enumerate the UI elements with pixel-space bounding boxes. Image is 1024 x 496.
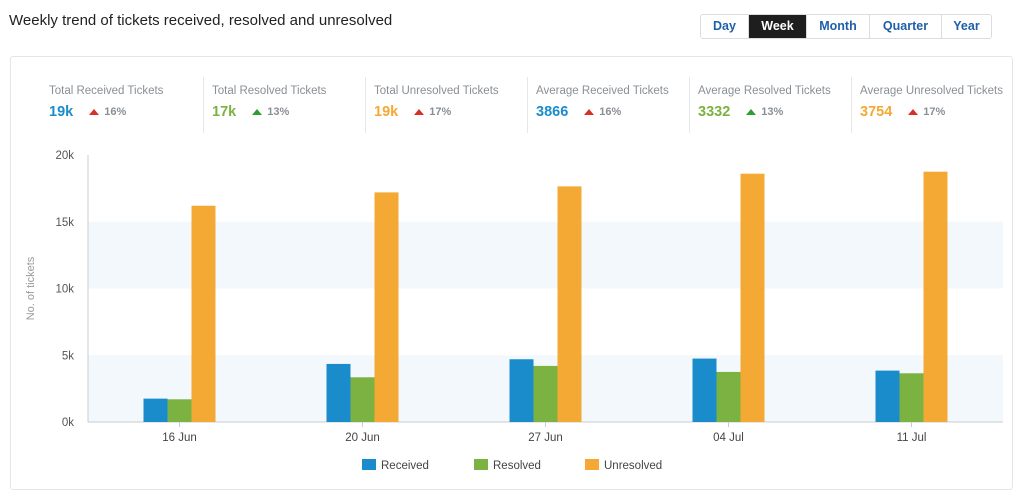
legend-label: Unresolved: [604, 460, 662, 472]
period-tabs: Day Week Month Quarter Year: [700, 14, 992, 39]
bar-received-2: [509, 359, 534, 422]
bar-unresolved-2: [557, 186, 582, 422]
tab-year[interactable]: Year: [941, 15, 991, 38]
x-tick-label: 04 Jul: [713, 432, 744, 444]
bar-resolved-0: [167, 399, 192, 422]
x-tick-label: 11 Jul: [897, 432, 927, 444]
bar-resolved-3: [716, 371, 741, 422]
grid-band: [88, 221, 1003, 289]
stat-total-unresolved: Total Unresolved Tickets 19k 17%: [365, 77, 527, 133]
trend-up-icon: [252, 109, 263, 115]
y-tick-label: 10k: [55, 284, 74, 296]
stat-value: 3866: [536, 104, 569, 120]
stat-change: 16%: [104, 106, 127, 118]
stat-value: 17k: [212, 104, 237, 120]
bar-unresolved-0: [191, 205, 216, 422]
x-tick-label: 27 Jun: [528, 432, 563, 444]
stats-row: Total Received Tickets 19k 16% Total Res…: [41, 77, 1011, 135]
stat-value: 3754: [860, 104, 893, 120]
x-tick-label: 20 Jun: [345, 432, 380, 444]
stat-label: Average Received Tickets: [536, 85, 669, 97]
y-tick-label: 5k: [62, 350, 74, 362]
legend-item-unresolved[interactable]: Unresolved: [585, 459, 662, 472]
tab-quarter[interactable]: Quarter: [869, 15, 941, 38]
stat-value: 3332: [698, 104, 731, 120]
bar-received-1: [326, 363, 351, 422]
tab-day[interactable]: Day: [701, 15, 748, 38]
trend-up-icon: [746, 109, 757, 115]
bar-resolved-4: [899, 373, 924, 422]
stat-change: 17%: [923, 106, 946, 118]
stat-average-unresolved: Average Unresolved Tickets 3754 17%: [851, 77, 1013, 133]
bar-resolved-2: [533, 365, 558, 422]
stat-average-resolved: Average Resolved Tickets 3332 13%: [689, 77, 851, 133]
legend-item-resolved[interactable]: Resolved: [474, 459, 541, 472]
legend-item-received[interactable]: Received: [362, 459, 429, 472]
legend-label: Resolved: [493, 460, 541, 472]
bar-received-0: [143, 398, 168, 422]
legend-swatch: [474, 459, 488, 470]
legend-label: Received: [381, 460, 429, 472]
trend-up-icon: [908, 109, 919, 115]
y-axis-label: No. of tickets: [25, 256, 37, 320]
y-tick-label: 15k: [55, 217, 74, 229]
stat-change: 13%: [267, 106, 290, 118]
stat-change: 16%: [599, 106, 622, 118]
y-tick-label: 20k: [55, 150, 74, 162]
stat-label: Average Resolved Tickets: [698, 85, 831, 97]
trend-up-icon: [414, 109, 425, 115]
stat-label: Total Unresolved Tickets: [374, 85, 499, 97]
legend-swatch: [585, 459, 599, 470]
tab-week[interactable]: Week: [748, 15, 806, 38]
bar-unresolved-3: [740, 173, 765, 422]
bar-unresolved-1: [374, 192, 399, 422]
bar-received-4: [875, 370, 900, 422]
stat-value: 19k: [374, 104, 399, 120]
stat-total-resolved: Total Resolved Tickets 17k 13%: [203, 77, 365, 133]
bar-resolved-1: [350, 377, 375, 422]
stat-label: Average Unresolved Tickets: [860, 85, 1003, 97]
tab-month[interactable]: Month: [806, 15, 869, 38]
legend-swatch: [362, 459, 376, 470]
page-title: Weekly trend of tickets received, resolv…: [9, 12, 393, 29]
stat-change: 17%: [429, 106, 452, 118]
trend-up-icon: [584, 109, 595, 115]
stat-total-received: Total Received Tickets 19k 16%: [41, 77, 203, 133]
stat-label: Total Resolved Tickets: [212, 85, 327, 97]
stat-value: 19k: [49, 104, 74, 120]
stat-average-received: Average Received Tickets 3866 16%: [527, 77, 689, 133]
stat-label: Total Received Tickets: [49, 85, 164, 97]
trend-up-icon: [89, 109, 100, 115]
stat-change: 13%: [761, 106, 784, 118]
x-tick-label: 16 Jun: [162, 432, 197, 444]
bar-unresolved-4: [923, 171, 948, 422]
bar-received-3: [692, 358, 717, 422]
y-tick-label: 0k: [62, 417, 74, 429]
